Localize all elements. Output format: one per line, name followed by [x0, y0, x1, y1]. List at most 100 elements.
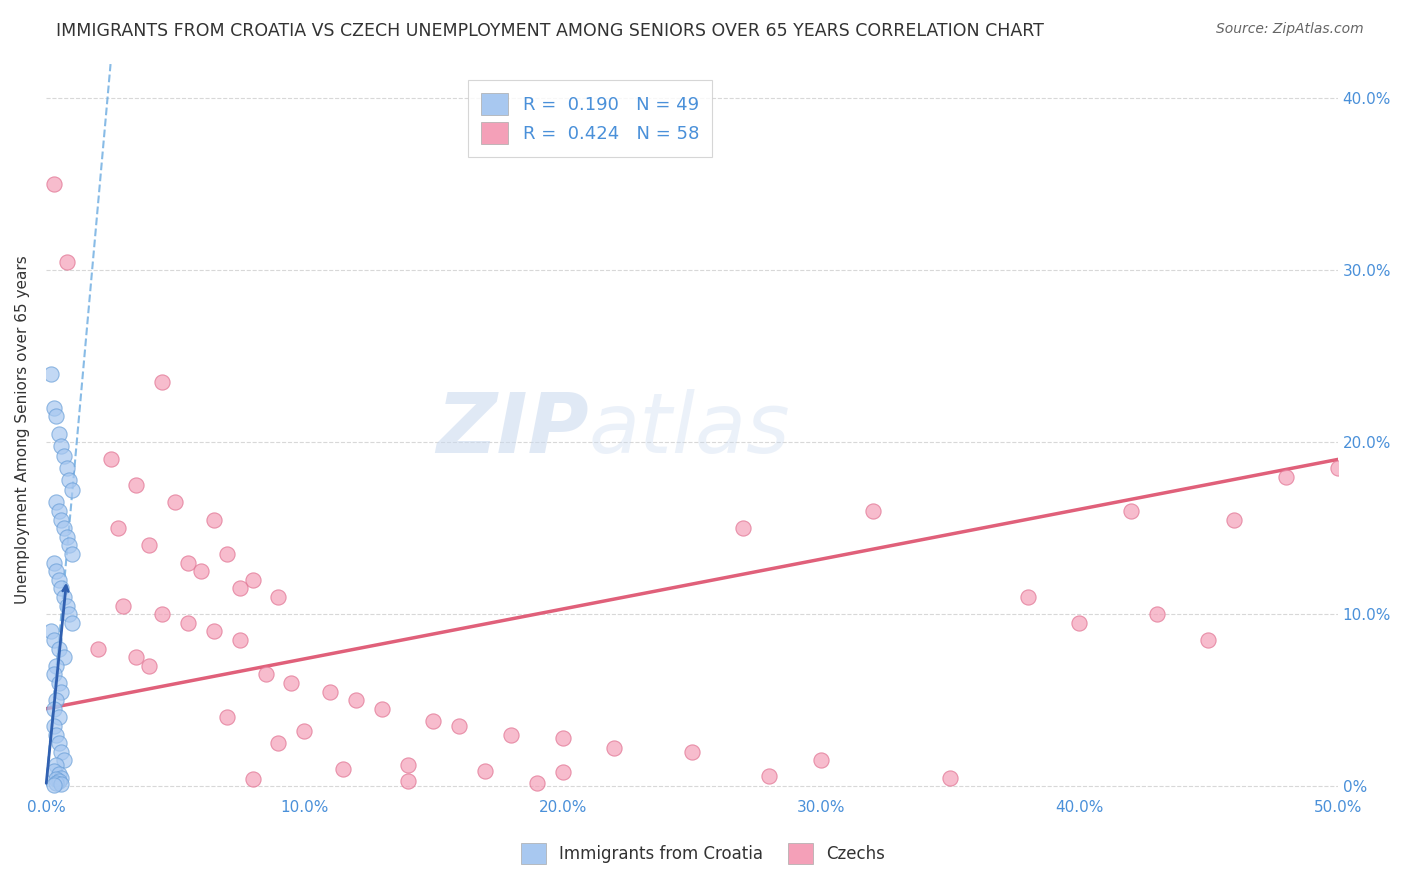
Point: [42, 764, 65, 778]
Point: [42, 632, 65, 647]
Point: [344, 693, 367, 707]
Point: [42, 778, 65, 792]
Y-axis label: Unemployment Among Seniors over 65 years: Unemployment Among Seniors over 65 years: [15, 255, 30, 604]
Point: [150, 375, 173, 389]
Point: [42, 556, 65, 570]
Point: [45, 693, 67, 707]
Point: [51, 684, 73, 698]
Point: [48, 426, 70, 441]
Point: [42, 702, 65, 716]
Point: [474, 764, 496, 778]
Point: [1275, 469, 1298, 483]
Point: [39, 624, 62, 639]
Point: [58, 473, 80, 487]
Point: [267, 590, 290, 604]
Point: [42, 178, 65, 192]
Point: [125, 650, 148, 665]
Point: [396, 758, 419, 772]
Point: [449, 719, 471, 733]
Point: [1119, 504, 1142, 518]
Point: [862, 504, 884, 518]
Point: [60, 547, 83, 561]
Point: [107, 521, 129, 535]
Point: [758, 769, 780, 783]
Point: [51, 776, 73, 790]
Point: [371, 702, 394, 716]
Text: ZIP: ZIP: [436, 389, 589, 470]
Point: [60, 483, 83, 498]
Point: [42, 719, 65, 733]
Point: [48, 573, 70, 587]
Point: [254, 667, 277, 681]
Point: [112, 599, 135, 613]
Point: [1069, 615, 1091, 630]
Legend: Immigrants from Croatia, Czechs: Immigrants from Croatia, Czechs: [515, 837, 891, 871]
Point: [42, 667, 65, 681]
Point: [526, 775, 548, 789]
Point: [125, 478, 148, 492]
Point: [48, 504, 70, 518]
Point: [292, 724, 315, 739]
Point: [332, 762, 354, 776]
Point: [42, 401, 65, 415]
Point: [267, 736, 290, 750]
Point: [228, 582, 250, 596]
Point: [45, 495, 67, 509]
Point: [53, 521, 76, 535]
Point: [177, 556, 200, 570]
Point: [48, 676, 70, 690]
Point: [51, 513, 73, 527]
Point: [422, 714, 444, 728]
Point: [58, 538, 80, 552]
Point: [177, 615, 200, 630]
Point: [242, 772, 264, 787]
Point: [45, 775, 67, 789]
Point: [215, 710, 238, 724]
Point: [190, 564, 212, 578]
Point: [138, 658, 160, 673]
Point: [202, 513, 225, 527]
Text: IMMIGRANTS FROM CROATIA VS CZECH UNEMPLOYMENT AMONG SENIORS OVER 65 YEARS CORREL: IMMIGRANTS FROM CROATIA VS CZECH UNEMPLO…: [56, 22, 1045, 40]
Point: [810, 753, 832, 767]
Point: [681, 745, 703, 759]
Point: [150, 607, 173, 622]
Point: [1198, 632, 1220, 647]
Point: [53, 449, 76, 463]
Point: [55, 530, 77, 544]
Point: [45, 772, 67, 787]
Point: [1146, 607, 1168, 622]
Point: [1326, 461, 1348, 475]
Point: [45, 409, 67, 424]
Point: [138, 538, 160, 552]
Point: [319, 684, 342, 698]
Point: [733, 521, 755, 535]
Point: [551, 731, 574, 745]
Point: [58, 607, 80, 622]
Point: [1223, 513, 1246, 527]
Point: [39, 367, 62, 381]
Point: [215, 547, 238, 561]
Point: [551, 765, 574, 780]
Point: [48, 767, 70, 781]
Point: [242, 573, 264, 587]
Point: [280, 676, 302, 690]
Point: [51, 745, 73, 759]
Point: [60, 615, 83, 630]
Point: [48, 773, 70, 788]
Point: [499, 727, 522, 741]
Point: [48, 736, 70, 750]
Point: [1017, 590, 1039, 604]
Point: [202, 624, 225, 639]
Point: [45, 658, 67, 673]
Point: [45, 727, 67, 741]
Point: [45, 564, 67, 578]
Point: [51, 582, 73, 596]
Point: [45, 758, 67, 772]
Point: [53, 753, 76, 767]
Point: [228, 632, 250, 647]
Point: [51, 439, 73, 453]
Legend: R =  0.190   N = 49, R =  0.424   N = 58: R = 0.190 N = 49, R = 0.424 N = 58: [468, 80, 711, 157]
Point: [48, 710, 70, 724]
Point: [51, 771, 73, 785]
Point: [939, 771, 962, 785]
